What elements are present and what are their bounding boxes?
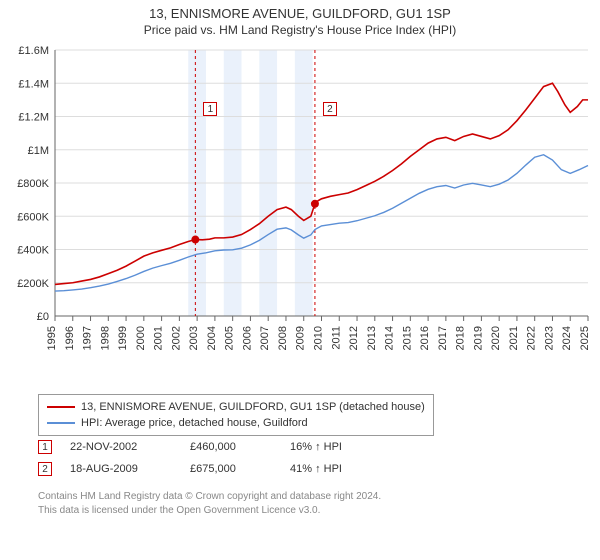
svg-text:2015: 2015 — [401, 326, 413, 350]
svg-text:2025: 2025 — [579, 326, 591, 350]
svg-text:2002: 2002 — [170, 326, 182, 350]
sale-marker: 2 — [38, 462, 52, 476]
svg-text:2024: 2024 — [561, 326, 573, 350]
footer-line2: This data is licensed under the Open Gov… — [38, 504, 588, 518]
sale-hpi: 16% ↑ HPI — [290, 441, 410, 453]
footer-attribution: Contains HM Land Registry data © Crown c… — [38, 490, 588, 517]
svg-text:2004: 2004 — [206, 326, 218, 350]
svg-text:2000: 2000 — [135, 326, 147, 350]
svg-text:£400K: £400K — [17, 245, 49, 257]
svg-text:2018: 2018 — [455, 326, 467, 350]
svg-text:1996: 1996 — [64, 326, 76, 350]
svg-text:2020: 2020 — [490, 326, 502, 350]
svg-text:2007: 2007 — [259, 326, 271, 350]
sale-hpi: 41% ↑ HPI — [290, 463, 410, 475]
svg-text:2013: 2013 — [366, 326, 378, 350]
chart-title: 13, ENNISMORE AVENUE, GUILDFORD, GU1 1SP — [0, 0, 600, 21]
sale-row: 2 18-AUG-2009£675,00041% ↑ HPI — [38, 458, 410, 480]
svg-text:£600K: £600K — [17, 211, 49, 223]
svg-text:1997: 1997 — [82, 326, 94, 350]
legend-label: 13, ENNISMORE AVENUE, GUILDFORD, GU1 1SP… — [81, 401, 425, 413]
svg-text:£1.2M: £1.2M — [18, 112, 49, 124]
chart-marker-2: 2 — [323, 102, 337, 116]
sales-table: 1 22-NOV-2002£460,00016% ↑ HPI 2 18-AUG-200… — [38, 436, 410, 480]
svg-text:£200K: £200K — [17, 278, 49, 290]
price-chart-svg: £0 £200K £400K £600K £800K £1M £1.2M £1.4M £1.6M… — [0, 44, 600, 384]
svg-text:2009: 2009 — [295, 326, 307, 350]
svg-text:2008: 2008 — [277, 326, 289, 350]
svg-text:1995: 1995 — [46, 326, 58, 350]
svg-text:2019: 2019 — [472, 326, 484, 350]
legend-box: 13, ENNISMORE AVENUE, GUILDFORD, GU1 1SP… — [38, 394, 434, 436]
svg-text:£800K: £800K — [17, 178, 49, 190]
sale-marker: 1 — [38, 440, 52, 454]
svg-text:2001: 2001 — [153, 326, 165, 350]
svg-text:2005: 2005 — [224, 326, 236, 350]
chart-subtitle: Price paid vs. HM Land Registry's House … — [0, 21, 600, 41]
chart-container: 13, ENNISMORE AVENUE, GUILDFORD, GU1 1SP… — [0, 0, 600, 560]
legend-item: HPI: Average price, detached house, Guil… — [47, 415, 425, 431]
legend-item: 13, ENNISMORE AVENUE, GUILDFORD, GU1 1SP… — [47, 399, 425, 415]
sale-date: 18-AUG-2009 — [70, 463, 190, 475]
legend-swatch — [47, 406, 75, 408]
svg-text:2010: 2010 — [313, 326, 325, 350]
svg-text:1998: 1998 — [99, 326, 111, 350]
svg-text:2014: 2014 — [384, 326, 396, 350]
svg-text:2006: 2006 — [241, 326, 253, 350]
chart-marker-1: 1 — [203, 102, 217, 116]
svg-text:2023: 2023 — [543, 326, 555, 350]
footer-line1: Contains HM Land Registry data © Crown c… — [38, 490, 588, 504]
svg-text:2022: 2022 — [526, 326, 538, 350]
svg-text:£0: £0 — [37, 311, 49, 323]
svg-text:2012: 2012 — [348, 326, 360, 350]
svg-text:2016: 2016 — [419, 326, 431, 350]
chart-area: £0 £200K £400K £600K £800K £1M £1.2M £1.4M £1.6M… — [0, 44, 600, 384]
svg-text:£1.4M: £1.4M — [18, 78, 49, 90]
svg-text:1999: 1999 — [117, 326, 129, 350]
sale-price: £675,000 — [190, 463, 290, 475]
svg-text:2003: 2003 — [188, 326, 200, 350]
legend-swatch — [47, 422, 75, 424]
sale-date: 22-NOV-2002 — [70, 441, 190, 453]
svg-text:£1M: £1M — [28, 145, 49, 157]
svg-text:2011: 2011 — [330, 326, 342, 350]
legend-label: HPI: Average price, detached house, Guil… — [81, 417, 308, 429]
svg-text:2017: 2017 — [437, 326, 449, 350]
svg-text:£1.6M: £1.6M — [18, 45, 49, 57]
sale-price: £460,000 — [190, 441, 290, 453]
sale-row: 1 22-NOV-2002£460,00016% ↑ HPI — [38, 436, 410, 458]
svg-text:2021: 2021 — [508, 326, 520, 350]
